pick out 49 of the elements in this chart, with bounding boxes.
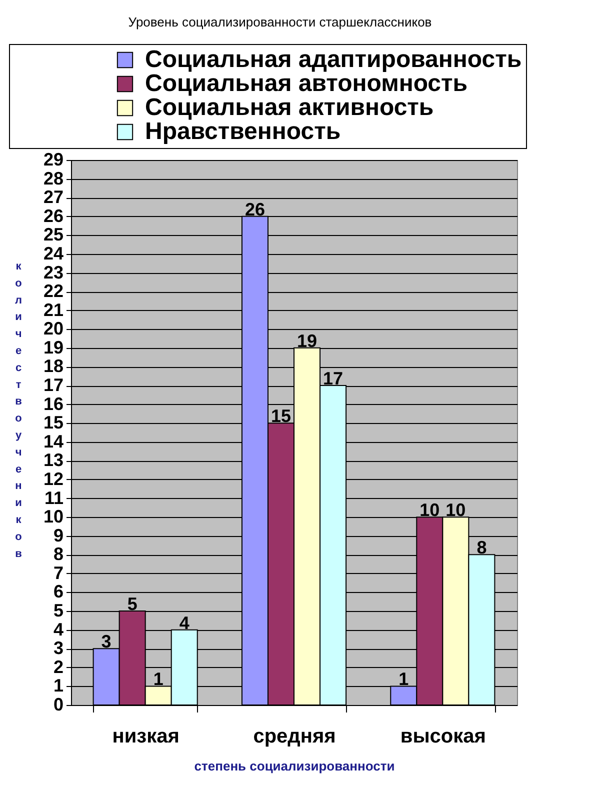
y-tick-label: 9 bbox=[53, 525, 64, 546]
x-tick-label: низкая bbox=[112, 726, 180, 748]
data-label: 5 bbox=[127, 594, 138, 614]
data-label: 4 bbox=[179, 612, 190, 633]
legend-label: Социальная адаптированность bbox=[145, 46, 522, 73]
y-tick-label: 7 bbox=[53, 562, 64, 583]
y-tick-label: 10 bbox=[43, 506, 64, 527]
y-tick-label: 24 bbox=[43, 243, 64, 264]
text: количество учеников bbox=[15, 260, 22, 560]
y-tick-label: 17 bbox=[43, 375, 64, 396]
y-tick-label: 20 bbox=[43, 318, 64, 339]
y-tick-label: 12 bbox=[43, 468, 64, 489]
y-tick-label: 28 bbox=[43, 168, 64, 188]
x-tick-label: средняя bbox=[253, 726, 336, 748]
data-label: 17 bbox=[323, 368, 344, 389]
y-tick-label: 13 bbox=[43, 450, 64, 470]
y-tick-label: 8 bbox=[53, 544, 64, 564]
y-tick-label: 3 bbox=[53, 638, 64, 658]
y-tick-label: 0 bbox=[53, 694, 64, 714]
x-axis-title: степень социализированности bbox=[194, 758, 395, 774]
y-tick-label: 19 bbox=[43, 337, 64, 358]
y-tick-label: 26 bbox=[43, 206, 64, 226]
y-tick-label: 15 bbox=[43, 412, 64, 433]
chart-title: Уровень социализированности старшеклассников bbox=[128, 14, 432, 30]
y-tick-label: 5 bbox=[53, 600, 64, 621]
data-label: 10 bbox=[446, 500, 466, 520]
data-label: 1 bbox=[398, 669, 409, 690]
data-label: 3 bbox=[101, 632, 112, 652]
data-label: 1 bbox=[153, 669, 164, 690]
y-tick-label: 14 bbox=[43, 431, 64, 452]
data-label: 8 bbox=[476, 538, 487, 558]
y-tick-label: 29 bbox=[43, 150, 64, 170]
data-label: 10 bbox=[420, 500, 440, 520]
data-label: 15 bbox=[270, 406, 292, 426]
x-tick-label: высокая bbox=[400, 726, 486, 748]
y-tick-label: 6 bbox=[53, 582, 64, 602]
data-label: 19 bbox=[296, 330, 318, 351]
data-label: 26 bbox=[244, 199, 265, 220]
y-tick-label: 23 bbox=[43, 262, 64, 282]
y-tick-label: 18 bbox=[43, 356, 64, 376]
y-tick-label: 4 bbox=[53, 619, 64, 640]
y-tick-label: 1 bbox=[53, 676, 64, 696]
y-tick-label: 16 bbox=[43, 394, 64, 414]
y-tick-label: 25 bbox=[43, 224, 64, 245]
y-tick-label: 22 bbox=[43, 281, 64, 302]
y-tick-label: 2 bbox=[53, 656, 64, 677]
y-tick-label: 21 bbox=[43, 300, 64, 320]
y-tick-label: 11 bbox=[44, 488, 64, 508]
y-tick-label: 27 bbox=[43, 187, 64, 208]
